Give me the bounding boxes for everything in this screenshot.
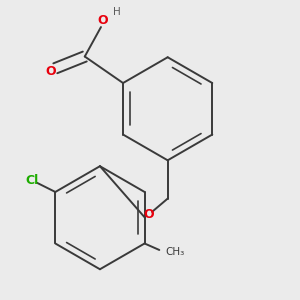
Text: O: O — [46, 65, 56, 78]
Text: H: H — [113, 7, 121, 17]
Text: O: O — [97, 14, 108, 27]
Text: Cl: Cl — [25, 174, 38, 187]
Text: O: O — [143, 208, 154, 221]
Text: CH₃: CH₃ — [165, 247, 184, 257]
